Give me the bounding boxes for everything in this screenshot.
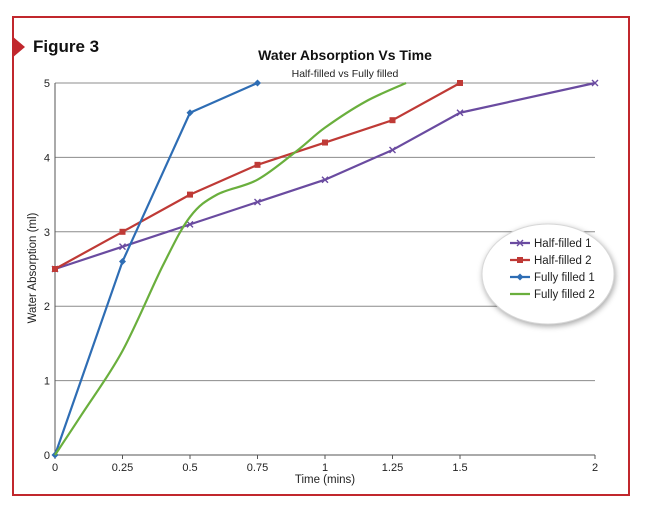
figure-label: Figure 3 — [33, 37, 100, 56]
chart-title: Water Absorption Vs Time — [258, 47, 432, 63]
data-point — [52, 266, 58, 272]
y-tick-label: 1 — [44, 376, 50, 388]
data-point — [186, 220, 194, 228]
data-point — [322, 139, 328, 146]
y-tick-label: 0 — [44, 450, 50, 462]
x-tick-label: 0 — [52, 462, 58, 474]
legend-marker — [517, 257, 523, 263]
data-point — [119, 228, 126, 235]
figure-marker-triangle — [12, 36, 25, 58]
data-point — [456, 109, 464, 117]
legend-label: Half-filled 1 — [534, 238, 592, 250]
legend-item: Fully filled 1 — [510, 272, 595, 284]
data-point — [119, 258, 126, 266]
x-tick-label: 0.75 — [247, 462, 268, 474]
data-point — [254, 198, 261, 206]
data-point — [186, 109, 194, 117]
data-point — [254, 79, 261, 87]
y-tick-label: 2 — [44, 301, 50, 313]
series-half-filled-1 — [51, 79, 599, 273]
series-fully-filled-2 — [54, 82, 407, 456]
y-tick-label: 5 — [44, 78, 50, 90]
data-point — [389, 117, 396, 124]
data-point — [254, 161, 261, 168]
series-line — [53, 81, 258, 456]
legend-label: Fully filled 2 — [534, 289, 595, 301]
legend-marker — [516, 273, 524, 281]
series-line — [54, 82, 407, 456]
y-tick-label: 3 — [44, 227, 50, 239]
legend-bubble — [481, 223, 615, 325]
data-point — [119, 243, 126, 251]
x-tick-label: 0.25 — [112, 462, 133, 474]
data-point — [591, 79, 599, 87]
y-tick-label: 4 — [44, 152, 50, 164]
legend-item: Half-filled 2 — [510, 255, 592, 267]
series-half-filled-2 — [52, 80, 463, 272]
legend-marker — [516, 239, 524, 247]
axes: 0 1 2 3 4 5 0 0.25 0.5 0.75 1 1.25 1.5 2 — [44, 78, 598, 474]
legend-item: Half-filled 1 — [510, 238, 592, 250]
legend-item: Fully filled 2 — [510, 289, 595, 301]
series-line — [54, 81, 596, 271]
data-point — [321, 176, 329, 184]
data-point — [389, 146, 396, 154]
x-tick-label: 1.5 — [452, 462, 467, 474]
data-point — [457, 80, 463, 86]
x-tick-label: 2 — [592, 462, 598, 474]
data-point — [187, 191, 193, 198]
x-tick-label: 1.25 — [382, 462, 403, 474]
series-line — [54, 82, 461, 270]
x-tick-label: 0.5 — [182, 462, 197, 474]
x-tick-label: 1 — [322, 462, 328, 474]
series-fully-filled-1 — [51, 79, 261, 459]
legend-label: Fully filled 1 — [534, 272, 595, 284]
x-axis-label: Time (mins) — [295, 474, 355, 486]
y-axis-label: Water Absorption (ml) — [27, 212, 39, 323]
legend-items: Half-filled 1 Half-filled 2 Fully filled 1… — [510, 238, 595, 301]
legend-label: Half-filled 2 — [534, 255, 592, 267]
legend: Half-filled 1 Half-filled 2 Fully filled 1… — [481, 223, 615, 325]
series-layer — [51, 79, 599, 459]
chart-subtitle: Half-filled vs Fully filled — [292, 68, 399, 80]
